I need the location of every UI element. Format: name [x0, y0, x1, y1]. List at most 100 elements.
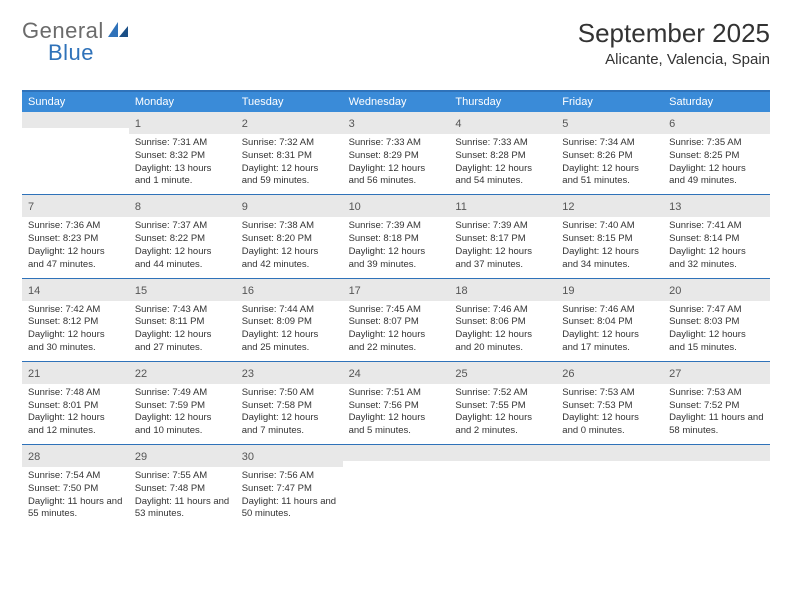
- sunset-text: Sunset: 8:18 PM: [349, 233, 444, 246]
- location: Alicante, Valencia, Spain: [578, 51, 770, 68]
- weekday-wednesday: Wednesday: [343, 92, 450, 112]
- daylight-text: Daylight: 12 hours and 7 minutes.: [242, 412, 337, 438]
- day-content: Sunrise: 7:46 AMSunset: 8:04 PMDaylight:…: [556, 301, 663, 361]
- sunrise-text: Sunrise: 7:31 AM: [135, 137, 230, 150]
- day-number: 13: [669, 201, 681, 213]
- day-content: Sunrise: 7:55 AMSunset: 7:48 PMDaylight:…: [129, 467, 236, 527]
- daylight-text: Daylight: 12 hours and 10 minutes.: [135, 412, 230, 438]
- daylight-text: Daylight: 12 hours and 49 minutes.: [669, 163, 764, 189]
- week-row: 7Sunrise: 7:36 AMSunset: 8:23 PMDaylight…: [22, 195, 770, 278]
- sunrise-text: Sunrise: 7:53 AM: [562, 387, 657, 400]
- day-content: Sunrise: 7:41 AMSunset: 8:14 PMDaylight:…: [663, 217, 770, 277]
- day-cell: 26Sunrise: 7:53 AMSunset: 7:53 PMDayligh…: [556, 362, 663, 444]
- day-content: Sunrise: 7:42 AMSunset: 8:12 PMDaylight:…: [22, 301, 129, 361]
- day-number-bar: 18: [449, 279, 556, 301]
- sunrise-text: Sunrise: 7:47 AM: [669, 304, 764, 317]
- daylight-text: Daylight: 12 hours and 20 minutes.: [455, 329, 550, 355]
- sunset-text: Sunset: 8:09 PM: [242, 316, 337, 329]
- sunrise-text: Sunrise: 7:48 AM: [28, 387, 123, 400]
- daylight-text: Daylight: 12 hours and 27 minutes.: [135, 329, 230, 355]
- day-content: Sunrise: 7:33 AMSunset: 8:29 PMDaylight:…: [343, 134, 450, 194]
- weekday-thursday: Thursday: [449, 92, 556, 112]
- day-number: 1: [135, 118, 141, 130]
- day-number-bar: 15: [129, 279, 236, 301]
- day-content: Sunrise: 7:50 AMSunset: 7:58 PMDaylight:…: [236, 384, 343, 444]
- day-cell: 24Sunrise: 7:51 AMSunset: 7:56 PMDayligh…: [343, 362, 450, 444]
- sunrise-text: Sunrise: 7:36 AM: [28, 220, 123, 233]
- day-number-bar: 8: [129, 195, 236, 217]
- day-cell: 29Sunrise: 7:55 AMSunset: 7:48 PMDayligh…: [129, 445, 236, 527]
- day-number: 22: [135, 368, 147, 380]
- day-cell: 20Sunrise: 7:47 AMSunset: 8:03 PMDayligh…: [663, 279, 770, 361]
- weekday-friday: Friday: [556, 92, 663, 112]
- sunrise-text: Sunrise: 7:35 AM: [669, 137, 764, 150]
- day-number-bar: 30: [236, 445, 343, 467]
- week-row: 28Sunrise: 7:54 AMSunset: 7:50 PMDayligh…: [22, 445, 770, 527]
- day-number-bar: 14: [22, 279, 129, 301]
- sunrise-text: Sunrise: 7:51 AM: [349, 387, 444, 400]
- sunset-text: Sunset: 8:04 PM: [562, 316, 657, 329]
- day-number: 24: [349, 368, 361, 380]
- day-cell: 4Sunrise: 7:33 AMSunset: 8:28 PMDaylight…: [449, 112, 556, 194]
- day-cell: 16Sunrise: 7:44 AMSunset: 8:09 PMDayligh…: [236, 279, 343, 361]
- day-number: 10: [349, 201, 361, 213]
- day-number-bar: 24: [343, 362, 450, 384]
- day-number: 18: [455, 285, 467, 297]
- day-cell: 23Sunrise: 7:50 AMSunset: 7:58 PMDayligh…: [236, 362, 343, 444]
- daylight-text: Daylight: 11 hours and 58 minutes.: [669, 412, 764, 438]
- day-number: 3: [349, 118, 355, 130]
- day-number: 4: [455, 118, 461, 130]
- day-number: 15: [135, 285, 147, 297]
- sunset-text: Sunset: 8:26 PM: [562, 150, 657, 163]
- sunset-text: Sunset: 7:48 PM: [135, 483, 230, 496]
- sunset-text: Sunset: 7:53 PM: [562, 400, 657, 413]
- day-cell: 11Sunrise: 7:39 AMSunset: 8:17 PMDayligh…: [449, 195, 556, 277]
- day-number-bar: 25: [449, 362, 556, 384]
- day-number-bar: 1: [129, 112, 236, 134]
- sunrise-text: Sunrise: 7:45 AM: [349, 304, 444, 317]
- weekday-monday: Monday: [129, 92, 236, 112]
- sunset-text: Sunset: 8:28 PM: [455, 150, 550, 163]
- day-number-bar: 28: [22, 445, 129, 467]
- day-content: Sunrise: 7:49 AMSunset: 7:59 PMDaylight:…: [129, 384, 236, 444]
- day-cell: 1Sunrise: 7:31 AMSunset: 8:32 PMDaylight…: [129, 112, 236, 194]
- sunrise-text: Sunrise: 7:41 AM: [669, 220, 764, 233]
- day-cell: 27Sunrise: 7:53 AMSunset: 7:52 PMDayligh…: [663, 362, 770, 444]
- day-empty: [663, 445, 770, 527]
- day-cell: 21Sunrise: 7:48 AMSunset: 8:01 PMDayligh…: [22, 362, 129, 444]
- daylight-text: Daylight: 12 hours and 15 minutes.: [669, 329, 764, 355]
- day-cell: 30Sunrise: 7:56 AMSunset: 7:47 PMDayligh…: [236, 445, 343, 527]
- sunset-text: Sunset: 8:06 PM: [455, 316, 550, 329]
- day-cell: 7Sunrise: 7:36 AMSunset: 8:23 PMDaylight…: [22, 195, 129, 277]
- day-cell: 8Sunrise: 7:37 AMSunset: 8:22 PMDaylight…: [129, 195, 236, 277]
- day-number-bar: 17: [343, 279, 450, 301]
- day-number-bar: 9: [236, 195, 343, 217]
- daylight-text: Daylight: 12 hours and 37 minutes.: [455, 246, 550, 272]
- sunset-text: Sunset: 7:47 PM: [242, 483, 337, 496]
- day-cell: 2Sunrise: 7:32 AMSunset: 8:31 PMDaylight…: [236, 112, 343, 194]
- day-number-bar: 11: [449, 195, 556, 217]
- day-number: 27: [669, 368, 681, 380]
- daylight-text: Daylight: 12 hours and 22 minutes.: [349, 329, 444, 355]
- day-number: 5: [562, 118, 568, 130]
- daylight-text: Daylight: 12 hours and 34 minutes.: [562, 246, 657, 272]
- header: General September 2025 Alicante, Valenci…: [22, 18, 770, 68]
- day-cell: 18 Sunrise: 7:46 AMSunset: 8:06 PMDayligh…: [449, 279, 556, 361]
- daylight-text: Daylight: 12 hours and 17 minutes.: [562, 329, 657, 355]
- day-number-bar: 4: [449, 112, 556, 134]
- day-number-bar: [556, 445, 663, 461]
- day-cell: 15Sunrise: 7:43 AMSunset: 8:11 PMDayligh…: [129, 279, 236, 361]
- day-number: 21: [28, 368, 40, 380]
- day-cell: 17Sunrise: 7:45 AMSunset: 8:07 PMDayligh…: [343, 279, 450, 361]
- week-row: 1Sunrise: 7:31 AMSunset: 8:32 PMDaylight…: [22, 112, 770, 195]
- sunrise-text: Sunrise: 7:46 AM: [455, 304, 550, 317]
- daylight-text: Daylight: 12 hours and 44 minutes.: [135, 246, 230, 272]
- daylight-text: Daylight: 12 hours and 42 minutes.: [242, 246, 337, 272]
- sunset-text: Sunset: 8:03 PM: [669, 316, 764, 329]
- day-cell: 28Sunrise: 7:54 AMSunset: 7:50 PMDayligh…: [22, 445, 129, 527]
- sunrise-text: Sunrise: 7:54 AM: [28, 470, 123, 483]
- day-content: Sunrise: 7:54 AMSunset: 7:50 PMDaylight:…: [22, 467, 129, 527]
- sunrise-text: Sunrise: 7:33 AM: [455, 137, 550, 150]
- logo-sail-icon: [108, 20, 130, 43]
- week-row: 14Sunrise: 7:42 AMSunset: 8:12 PMDayligh…: [22, 279, 770, 362]
